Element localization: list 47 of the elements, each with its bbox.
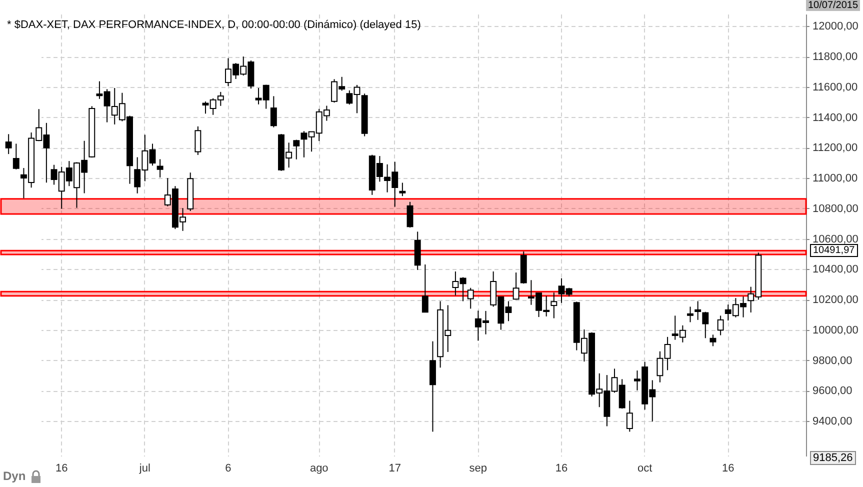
x-tick-label: oct [637, 462, 652, 474]
x-tick-label: jul [138, 462, 150, 474]
text: Dyn [3, 469, 26, 483]
candlestick [156, 158, 164, 178]
candlestick [550, 292, 558, 319]
y-tick-label: 9400,00 [812, 416, 852, 428]
y-tick-label: 11800,00 [812, 51, 858, 64]
candlestick [687, 306, 694, 323]
chart-title: * $DAX-XET, DAX PERFORMANCE-INDEX, D, 00:00-00:00 (Dinámico) (delayed 15) [7, 19, 421, 31]
y-tick-label: 10400,00 [812, 264, 858, 276]
y-tick-label: 11400,00 [812, 112, 858, 124]
y-tick-label: 12000,00 [812, 20, 858, 33]
candlestick [694, 300, 702, 320]
candlestick [406, 201, 414, 228]
candlestick [293, 139, 300, 160]
candlestick [399, 182, 406, 197]
y-tick-label: 9800,00 [812, 354, 852, 367]
y-tick-label: 11200,00 [812, 142, 858, 154]
candlestick [512, 272, 520, 300]
candlestick [270, 96, 277, 128]
candlestick [12, 143, 20, 170]
candlestick [194, 126, 202, 156]
x-tick-label: 6 [225, 462, 232, 474]
candlestick [430, 340, 436, 432]
candlestick [422, 264, 428, 313]
y-tick-label: 9600,00 [812, 385, 852, 398]
y-tick-label: 10200,00 [812, 294, 858, 306]
y-tick-label: 10000,00 [812, 324, 858, 336]
candlestick [5, 134, 12, 155]
candlestick [626, 400, 633, 432]
x-tick-label: 16 [55, 462, 68, 474]
candlestick [710, 334, 716, 347]
text: 10/07/2015 [806, 0, 860, 11]
candlestick [467, 287, 474, 310]
y-tick-label: 10600,00 [812, 233, 858, 246]
x-tick-label: 16 [722, 462, 734, 474]
y-tick-label: 11000,00 [812, 172, 858, 185]
y-tick-label: 10800,00 [812, 202, 858, 215]
text: 9185,26 [810, 451, 856, 465]
candlestick [702, 311, 709, 339]
x-tick-label: 16 [555, 462, 568, 474]
text: 10491,97 [810, 244, 858, 257]
y-tick-label: 11600,00 [812, 81, 858, 94]
x-tick-label: sep [469, 462, 488, 474]
candlestick [717, 315, 724, 336]
x-tick-label: 17 [388, 462, 401, 474]
x-tick-label: ago [310, 462, 328, 474]
